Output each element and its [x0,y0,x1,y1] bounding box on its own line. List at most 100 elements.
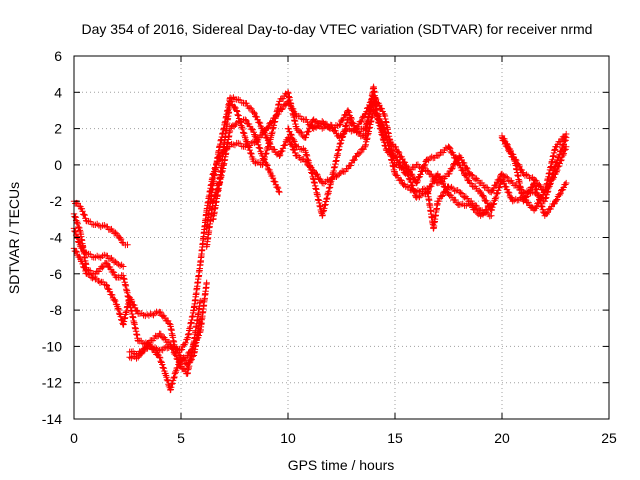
data-point [472,206,480,214]
tick-layer: 0 5 10 15 20 25 -14 -12 -10 -8 -6 -4 -2 0 2 4 6 [42,48,617,446]
data-point [265,143,272,150]
data-point [495,187,502,194]
data-point [505,188,512,196]
data-point [544,209,551,216]
chart-title: Day 354 of 2016, Sidereal Day-to-day VTE… [82,21,593,37]
data-point [435,197,442,205]
data-point [471,206,478,213]
data-point [116,234,124,241]
y-tick-label: 4 [54,84,62,100]
data-point [264,124,271,132]
data-point [96,279,104,286]
data-point [482,183,490,191]
x-tick-label: 0 [70,430,78,446]
data-point [395,148,402,155]
data-point [439,178,446,185]
data-point [106,288,114,295]
data-point [133,307,140,314]
data-point [237,118,244,126]
data-point [75,223,82,231]
data-point [556,160,563,167]
data-point [230,94,237,101]
x-tick-label: 20 [494,430,510,446]
series-track-c [70,92,570,368]
data-point [558,156,565,164]
data-point [463,173,470,181]
data-point [184,361,191,368]
data-point [345,109,353,116]
data-point [171,343,178,350]
data-point [228,95,236,102]
data-point [537,183,544,190]
data-point [339,131,347,138]
data-point [446,170,453,177]
data-point [109,291,116,299]
data-point [120,263,127,270]
data-point [458,190,466,197]
data-point [188,356,195,363]
data-point [452,196,459,204]
data-point [562,146,569,153]
data-point [563,179,570,187]
data-point [75,238,82,245]
data-point [560,151,567,159]
data-point [279,145,287,152]
data-point [259,160,267,168]
data-point [74,220,81,227]
data-point [364,118,371,125]
data-layer [70,83,570,394]
data-point [365,113,373,121]
data-point [278,106,285,113]
data-point [490,185,497,192]
data-point [246,146,253,154]
data-point [281,141,289,149]
data-point [159,361,166,368]
data-point [507,150,515,157]
data-point [104,252,111,260]
data-point [253,113,261,121]
data-point [110,269,118,276]
data-point [246,104,254,111]
y-tick-label: -10 [42,338,62,354]
data-point [431,177,438,184]
data-point [189,353,196,360]
data-point [164,317,172,325]
data-point [261,153,269,161]
data-point [351,156,358,163]
data-point [488,212,495,219]
data-point [425,186,432,194]
data-point [303,131,310,139]
data-point [505,189,513,197]
x-tick-label: 15 [387,430,403,446]
data-point [468,180,475,187]
data-point [89,274,96,282]
data-point [533,203,540,210]
data-point [543,210,550,218]
data-point [275,188,282,195]
data-point [527,174,535,182]
data-point [276,151,284,159]
data-point [367,107,375,114]
data-point [563,143,570,150]
y-tick-label: 6 [54,48,62,64]
data-point [367,107,374,115]
data-point [464,165,471,173]
data-point [501,137,508,145]
data-point [291,138,298,145]
data-point [512,195,519,203]
data-point [156,354,163,361]
data-point [383,136,391,143]
y-tick-label: -14 [42,411,62,427]
series-track-d [70,89,570,394]
data-point [460,167,467,175]
data-point [228,98,235,105]
data-point [489,203,496,211]
data-point [338,132,346,140]
data-point [236,118,244,125]
data-point [182,339,189,347]
data-point [421,162,428,170]
data-point [510,156,518,164]
data-point [480,193,488,201]
data-point [398,177,405,184]
